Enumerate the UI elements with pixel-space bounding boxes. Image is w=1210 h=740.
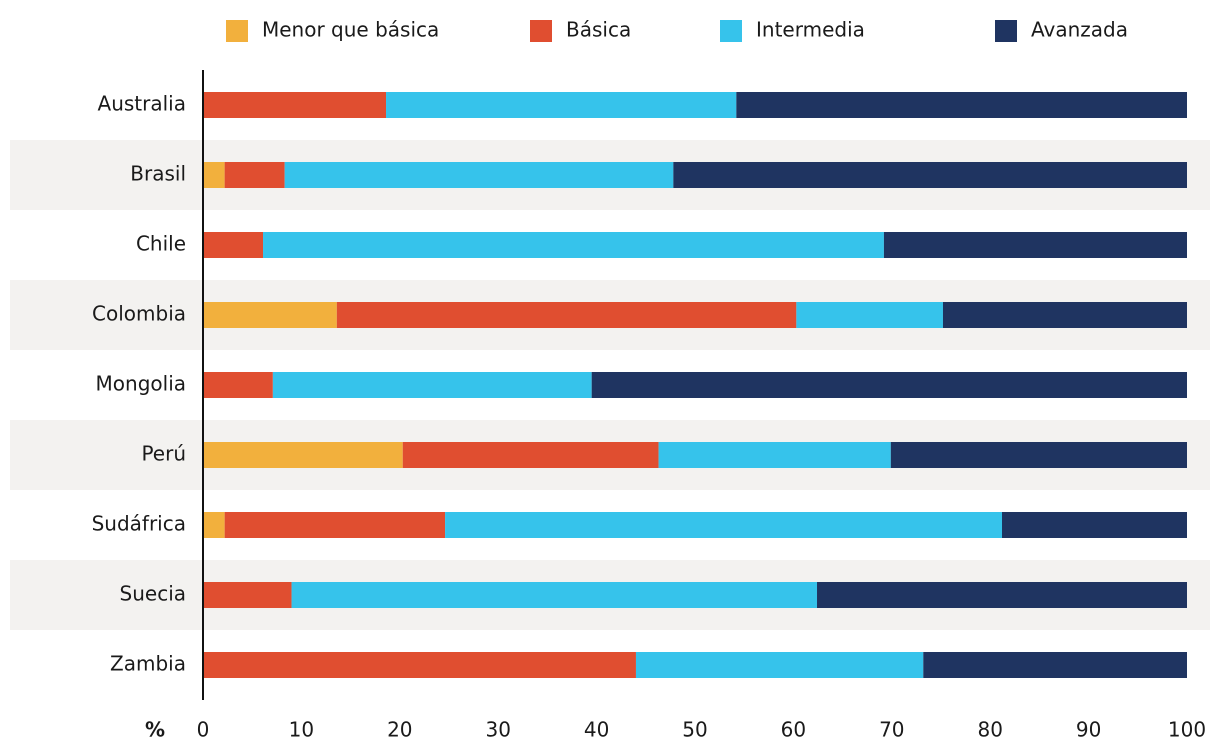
- x-tick-label: 40: [584, 718, 609, 740]
- bar-segment: [284, 162, 674, 188]
- legend-swatch: [530, 20, 552, 42]
- y-tick-label: Suecia: [120, 582, 186, 606]
- bar-segment: [658, 442, 891, 468]
- x-tick-label: 30: [485, 718, 510, 740]
- y-tick-label: Chile: [136, 232, 186, 256]
- bar-segment: [336, 302, 797, 328]
- bar-segment: [591, 372, 1187, 398]
- bar-segment: [203, 442, 403, 468]
- bar-segment: [445, 512, 1003, 538]
- legend-label: Menor que básica: [262, 18, 439, 42]
- bar-segment: [272, 372, 592, 398]
- y-tick-label: Sudáfrica: [92, 512, 186, 536]
- x-axis-label: %: [145, 718, 165, 740]
- y-tick-label: Perú: [141, 442, 186, 466]
- x-tick-label: 80: [977, 718, 1002, 740]
- bar-segment: [1002, 512, 1187, 538]
- bar-segment: [386, 92, 737, 118]
- bar-segment: [942, 302, 1187, 328]
- y-tick-label: Mongolia: [96, 372, 186, 396]
- bar-segment: [291, 582, 818, 608]
- bar-segment: [673, 162, 1187, 188]
- bar-segment: [203, 92, 387, 118]
- x-tick-label: 100: [1168, 718, 1206, 740]
- legend-label: Básica: [566, 18, 631, 42]
- bar-segment: [923, 652, 1187, 678]
- bar-segment: [203, 512, 225, 538]
- bar-segment: [224, 162, 285, 188]
- bar-segment: [203, 372, 273, 398]
- bar-segment: [203, 652, 636, 678]
- bar-segment: [890, 442, 1187, 468]
- x-tick-label: 60: [781, 718, 806, 740]
- legend-label: Avanzada: [1031, 18, 1128, 42]
- x-tick-label: 10: [289, 718, 314, 740]
- y-tick-label: Brasil: [130, 162, 186, 186]
- x-tick-label: 0: [197, 718, 210, 740]
- bar-segment: [203, 302, 337, 328]
- bar-segment: [203, 232, 264, 258]
- y-tick-label: Zambia: [110, 652, 186, 676]
- bar-segment: [203, 162, 225, 188]
- bar-segment: [224, 512, 446, 538]
- x-tick-label: 50: [682, 718, 707, 740]
- bar-segment: [883, 232, 1187, 258]
- bar-segment: [736, 92, 1187, 118]
- x-tick-label: 90: [1076, 718, 1101, 740]
- legend-swatch: [995, 20, 1017, 42]
- legend-swatch: [720, 20, 742, 42]
- x-tick-label: 20: [387, 718, 412, 740]
- bar-segment: [203, 582, 292, 608]
- y-tick-label: Australia: [98, 92, 186, 116]
- x-tick-label: 70: [879, 718, 904, 740]
- bar-segment: [263, 232, 884, 258]
- y-tick-label: Colombia: [92, 302, 186, 326]
- bar-segment: [402, 442, 659, 468]
- bar-segment: [817, 582, 1187, 608]
- bar-segment: [635, 652, 924, 678]
- legend-swatch: [226, 20, 248, 42]
- bar-segment: [796, 302, 943, 328]
- legend-label: Intermedia: [756, 18, 865, 42]
